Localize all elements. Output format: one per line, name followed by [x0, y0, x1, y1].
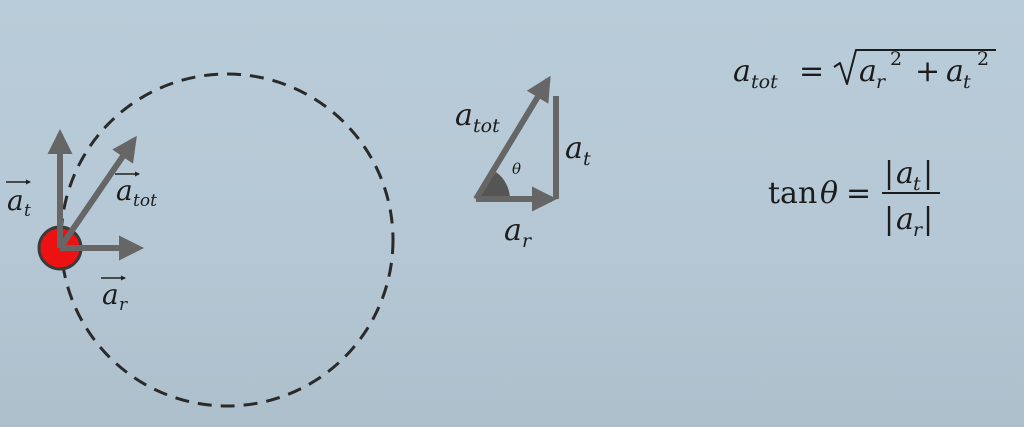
vector-at-subscript: t — [24, 201, 31, 221]
triangle-at-subscript: t — [583, 148, 591, 170]
denominator-subscript: r — [913, 219, 924, 241]
circular-path — [59, 72, 395, 408]
magnitude-lhs-subscript: tot — [751, 71, 778, 93]
vector-triangle: θ a tot a t a r — [455, 75, 591, 252]
triangle-ar-subscript: r — [522, 230, 533, 252]
vector-label-ar: a r — [101, 275, 128, 315]
vector-at-base: a — [7, 184, 24, 217]
denominator-right-bar: | — [923, 202, 933, 237]
numerator-subscript: t — [913, 173, 921, 195]
numerator-left-bar: | — [884, 156, 894, 191]
theta-angle-wedge — [476, 172, 510, 199]
magnitude-term1-exponent: 2 — [890, 48, 902, 70]
triangle-ar-base: a — [504, 213, 522, 248]
angle-function-name: tan — [768, 176, 817, 211]
magnitude-term1-base: a — [859, 54, 877, 89]
magnitude-term1-subscript: r — [876, 71, 887, 93]
magnitude-equals: = — [799, 54, 824, 89]
total-acceleration-arrow — [57, 135, 137, 250]
vector-ar-subscript: r — [119, 295, 128, 315]
triangle-atot-subscript: tot — [473, 115, 500, 137]
magnitude-term2-exponent: 2 — [977, 48, 989, 70]
vector-label-at: a t — [6, 179, 32, 221]
numerator-right-bar: | — [923, 156, 933, 191]
angle-equals: = — [846, 176, 871, 211]
angle-equation: tan θ = | a t | | a r | — [768, 156, 940, 241]
denominator-base: a — [896, 202, 914, 237]
magnitude-term2-base: a — [946, 54, 964, 89]
magnitude-term2-subscript: t — [963, 71, 971, 93]
vector-atot-subscript: tot — [133, 191, 157, 211]
triangle-at-base: a — [565, 131, 583, 166]
vector-label-atot: a tot — [115, 171, 157, 211]
magnitude-plus: + — [915, 54, 940, 89]
theta-label: θ — [512, 160, 521, 178]
angle-theta: θ — [820, 176, 838, 211]
numerator-base: a — [896, 156, 914, 191]
vector-atot-base: a — [116, 174, 133, 207]
vector-ar-base: a — [102, 278, 119, 311]
square-root-sign — [833, 49, 996, 85]
magnitude-lhs-base: a — [733, 54, 751, 89]
triangle-atot-base: a — [455, 98, 473, 133]
magnitude-equation: a tot = a r 2 + a t 2 — [733, 48, 996, 93]
triangle-total-arrow — [473, 75, 551, 201]
denominator-left-bar: | — [884, 202, 894, 237]
